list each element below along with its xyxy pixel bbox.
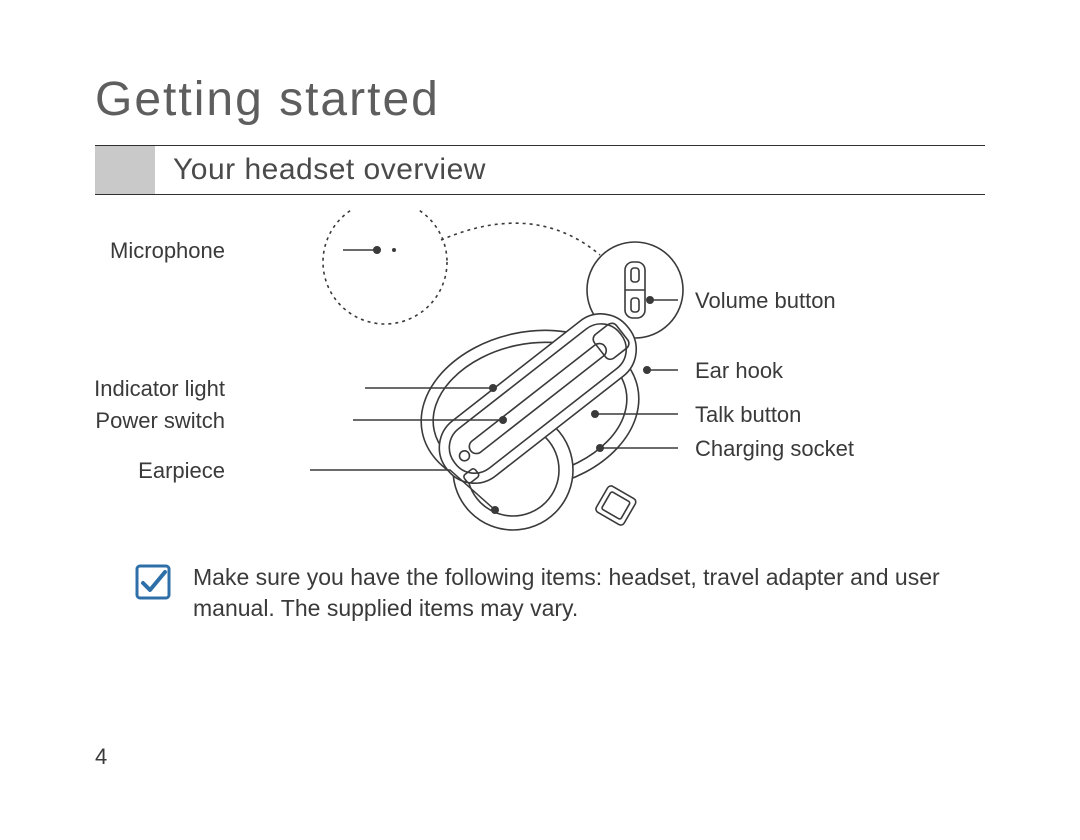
label-earpiece: Earpiece	[138, 458, 225, 484]
section-header: Your headset overview	[95, 145, 985, 195]
label-volume-button: Volume button	[695, 288, 836, 314]
checkmark-icon	[135, 564, 171, 600]
label-microphone: Microphone	[110, 238, 225, 264]
headset-diagram: Microphone Indicator light Power switch …	[95, 210, 985, 550]
section-accent-block	[95, 146, 155, 194]
note-text: Make sure you have the following items: …	[193, 562, 985, 624]
label-talk-button: Talk button	[695, 402, 801, 428]
label-power-switch: Power switch	[95, 408, 225, 434]
page-title: Getting started	[95, 72, 440, 127]
page-number: 4	[95, 744, 107, 770]
diagram-svg	[95, 210, 985, 550]
manual-page: Getting started Your headset overview Mi…	[0, 0, 1080, 840]
label-indicator-light: Indicator light	[94, 376, 225, 402]
section-title: Your headset overview	[173, 153, 486, 187]
note-row: Make sure you have the following items: …	[135, 562, 985, 624]
label-charging-socket: Charging socket	[695, 436, 854, 462]
label-ear-hook: Ear hook	[695, 358, 783, 384]
